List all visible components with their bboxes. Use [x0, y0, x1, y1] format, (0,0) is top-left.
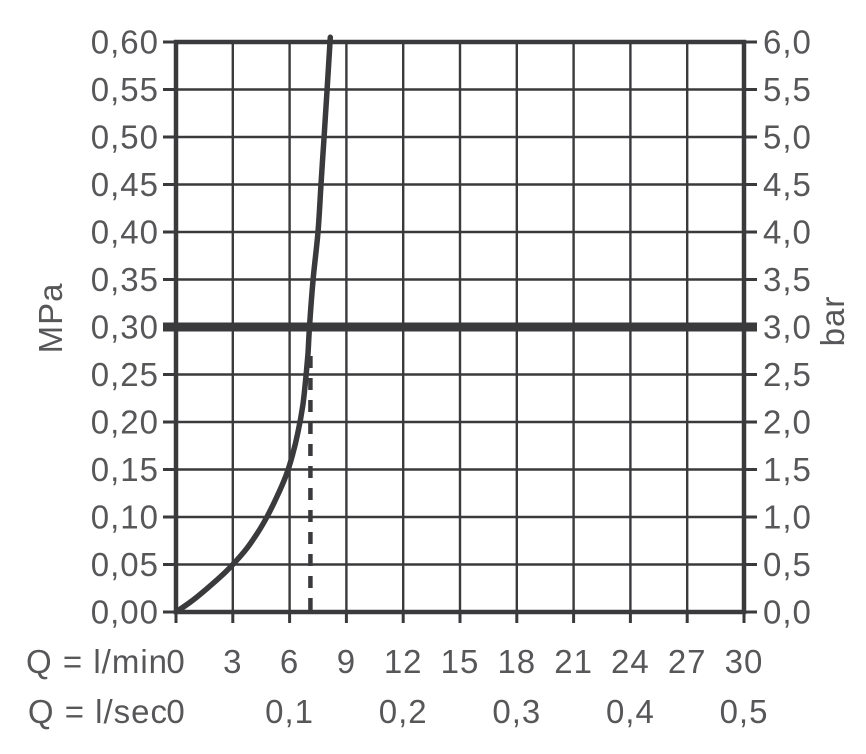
x-lsec-tick-label: 0,1	[265, 693, 314, 730]
grid-layer	[163, 39, 757, 623]
y-right-tick-label: 2,5	[763, 356, 812, 393]
y-left-tick-label: 0,15	[91, 451, 159, 488]
y-left-tick-label: 0,00	[91, 594, 159, 631]
x-lsec-tick-label: 0,4	[606, 693, 655, 730]
y-left-tick-label: 0,20	[91, 404, 159, 441]
y-right-tick-label: 5,5	[763, 71, 812, 108]
y-right-tick-label: 2,0	[763, 404, 812, 441]
y-left-tick-label: 0,50	[91, 119, 159, 156]
y-right-tick-label: 1,5	[763, 451, 812, 488]
y-right-tick-label: 6,0	[763, 24, 812, 61]
y-right-tick-label: 0,5	[763, 546, 812, 583]
y-left-axis-unit: MPa	[32, 283, 69, 354]
y-left-tick-label: 0,25	[91, 356, 159, 393]
y-left-tick-label: 0,40	[91, 214, 159, 251]
x-axis-lsec-caption: Q = l/sec	[28, 693, 168, 730]
x-lmin-tick-label: 3	[223, 643, 242, 680]
y-right-tick-label: 1,0	[763, 499, 812, 536]
x-lsec-tick-label: 0	[166, 693, 185, 730]
pressure-flow-curve	[173, 34, 334, 615]
tick-label-layer: 0,60 6,00,55 5,50,50 5,00,45 4,50,40 4,00,35 3…	[91, 24, 812, 731]
x-lmin-tick-label: 24	[611, 643, 650, 680]
x-lsec-tick-label: 0,3	[492, 693, 541, 730]
x-lmin-tick-label: 15	[441, 643, 480, 680]
y-right-tick-label: 0,0	[763, 594, 812, 631]
y-right-axis-unit: bar	[814, 296, 851, 347]
x-lmin-tick-label: 6	[280, 643, 299, 680]
y-left-tick-label: 0,05	[91, 546, 159, 583]
x-axis-lmin-caption: Q = l/min	[26, 643, 168, 680]
x-lmin-tick-label: 21	[554, 643, 593, 680]
x-lmin-tick-label: 12	[384, 643, 423, 680]
y-left-tick-label: 0,55	[91, 71, 159, 108]
x-lsec-tick-label: 0,5	[720, 693, 769, 730]
series-layer	[163, 34, 757, 615]
x-lmin-tick-label: 30	[725, 643, 764, 680]
y-right-tick-label: 4,5	[763, 166, 812, 203]
y-left-tick-label: 0,45	[91, 166, 159, 203]
x-lmin-tick-label: 27	[668, 643, 707, 680]
y-right-tick-label: 4,0	[763, 214, 812, 251]
x-lmin-tick-label: 9	[337, 643, 356, 680]
y-right-tick-label: 3,0	[763, 309, 812, 346]
x-lmin-tick-label: 18	[497, 643, 536, 680]
x-lsec-tick-label: 0,2	[379, 693, 428, 730]
y-left-tick-label: 0,35	[91, 261, 159, 298]
y-right-tick-label: 3,5	[763, 261, 812, 298]
x-lmin-tick-label: 0	[166, 643, 185, 680]
y-right-tick-label: 5,0	[763, 119, 812, 156]
y-left-tick-label: 0,30	[91, 309, 159, 346]
y-left-tick-label: 0,60	[91, 24, 159, 61]
y-left-tick-label: 0,10	[91, 499, 159, 536]
